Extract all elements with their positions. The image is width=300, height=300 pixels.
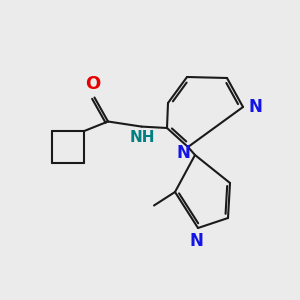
Text: NH: NH [130, 130, 155, 145]
Text: N: N [190, 232, 203, 250]
Text: O: O [85, 75, 100, 93]
Text: N: N [248, 98, 262, 116]
Text: N: N [177, 145, 190, 163]
